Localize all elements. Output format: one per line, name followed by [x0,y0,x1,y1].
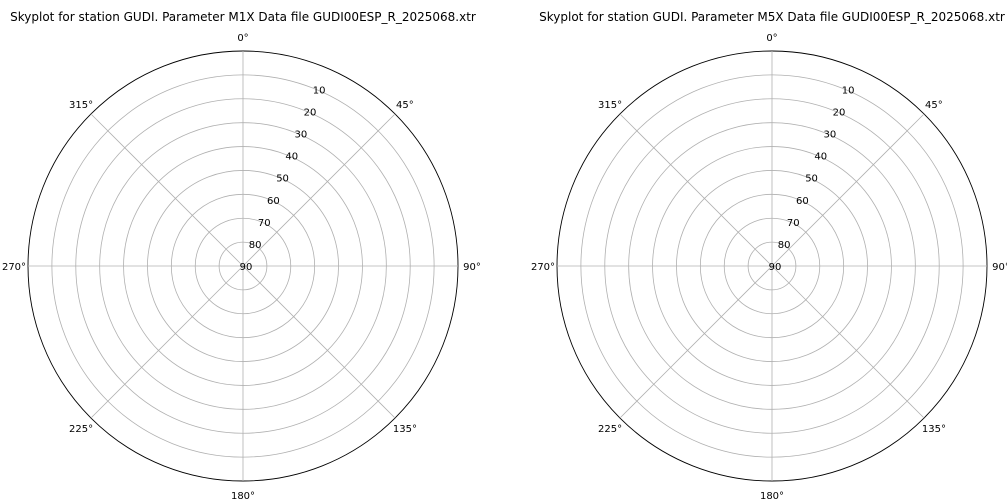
angular-tick-label: 90° [463,262,481,273]
angular-tick-label: 315° [598,100,622,111]
angular-gridline [242,265,396,419]
angular-tick-label: 270° [531,262,555,273]
angular-tick-labels: 0° 45° 90° 135° 180° 225° 270° 315° [2,33,481,500]
radial-tick-label: 90 [769,262,782,273]
polar-grid [557,51,987,481]
chart-title: Skyplot for station GUDI. Parameter M5X … [539,10,1005,24]
radial-tick-label: 50 [805,174,818,185]
radial-tick-label: 40 [814,152,827,163]
radial-tick-labels: 10 20 30 40 50 60 70 80 90 [240,85,326,273]
angular-tick-label: 90° [992,262,1007,273]
angular-tick-label: 225° [69,424,93,435]
radial-tick-label: 30 [294,130,307,141]
angular-gridline [619,113,773,267]
polar-grid [28,51,458,481]
angular-tick-label: 180° [231,491,255,500]
angular-tick-labels: 0° 45° 90° 135° 180° 225° 270° 315° [531,33,1007,500]
radial-tick-label: 40 [285,152,298,163]
radial-tick-label: 90 [240,262,253,273]
radial-tick-label: 80 [249,240,262,251]
angular-gridline [90,113,244,267]
angular-gridline [619,265,773,419]
angular-tick-label: 180° [760,491,784,500]
radial-tick-label: 70 [258,218,271,229]
angular-tick-label: 0° [766,33,777,44]
chart-title: Skyplot for station GUDI. Parameter M1X … [10,10,476,24]
radial-tick-label: 30 [823,130,836,141]
radial-tick-label: 80 [778,240,791,251]
angular-gridline [90,265,244,419]
angular-tick-label: 0° [237,33,248,44]
radial-tick-label: 60 [796,196,809,207]
radial-tick-label: 50 [276,174,289,185]
angular-tick-label: 270° [2,262,26,273]
angular-tick-label: 45° [396,100,414,111]
angular-gridline [771,113,925,267]
radial-tick-label: 20 [833,108,846,119]
radial-tick-label: 10 [842,85,855,96]
skyplot-right: Skyplot for station GUDI. Parameter M5X … [531,10,1007,500]
radial-tick-label: 20 [304,108,317,119]
radial-tick-labels: 10 20 30 40 50 60 70 80 90 [769,85,855,273]
angular-tick-label: 135° [393,424,417,435]
angular-tick-label: 45° [925,100,943,111]
radial-tick-label: 60 [267,196,280,207]
skyplot-left: Skyplot for station GUDI. Parameter M1X … [2,10,481,500]
angular-tick-label: 225° [598,424,622,435]
angular-gridline [242,113,396,267]
radial-tick-label: 70 [787,218,800,229]
radial-tick-label: 10 [313,85,326,96]
angular-tick-label: 315° [69,100,93,111]
angular-gridline [771,265,925,419]
angular-tick-label: 135° [922,424,946,435]
